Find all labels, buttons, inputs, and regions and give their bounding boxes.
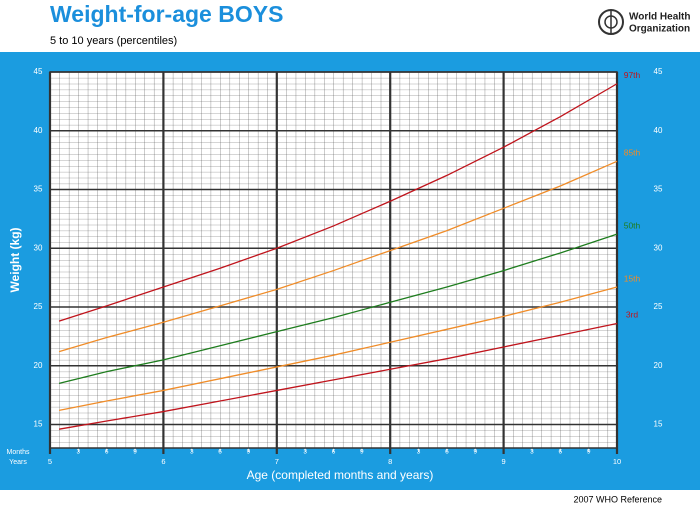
chart-title: Weight-for-age BOYS <box>50 1 283 27</box>
month-tick-label: 6 <box>218 449 222 456</box>
month-tick-label: 6 <box>445 449 449 456</box>
percentile-line <box>58 160 618 353</box>
month-tick-label: 6 <box>105 449 109 456</box>
percentile-line <box>58 233 618 385</box>
y-axis-title: Weight (kg) <box>8 227 22 292</box>
plot-border <box>49 71 618 449</box>
x-tick-label: 8 <box>388 457 392 466</box>
month-tick-label: 9 <box>587 449 591 456</box>
y-tick-label: 40 <box>34 126 43 135</box>
y-tick-label: 20 <box>34 361 43 370</box>
org-name: Organization <box>629 24 690 35</box>
month-tick-label: 3 <box>190 449 194 456</box>
y-tick-label: 20 <box>654 361 663 370</box>
month-tick-label: 9 <box>247 449 251 456</box>
chart-subtitle: 5 to 10 years (percentiles) <box>50 35 177 47</box>
y-tick-label: 45 <box>34 67 43 76</box>
x-tick-label: 9 <box>502 457 506 466</box>
y-tick-label: 45 <box>654 67 663 76</box>
month-tick-label: 9 <box>133 449 137 456</box>
x-axis-title: Age (completed months and years) <box>247 468 434 482</box>
percentile-line <box>58 83 618 322</box>
month-tick-label: 6 <box>558 449 562 456</box>
who-logo <box>598 9 624 35</box>
months-label: Months <box>7 449 30 456</box>
footnote: 2007 WHO Reference <box>573 494 662 504</box>
y-tick-label: 40 <box>654 126 663 135</box>
x-tick-label: 7 <box>275 457 279 466</box>
y-tick-label: 35 <box>654 185 663 194</box>
plot-area <box>50 72 617 448</box>
x-tick-label: 10 <box>613 457 621 466</box>
years-label: Years <box>9 459 27 466</box>
y-tick-label: 35 <box>34 185 43 194</box>
month-tick-label: 3 <box>417 449 421 456</box>
month-tick-label: 9 <box>473 449 477 456</box>
y-tick-label: 30 <box>34 243 43 252</box>
y-tick-label: 15 <box>654 420 663 429</box>
x-tick-label: 6 <box>161 457 165 466</box>
series-label: 3rd <box>626 310 639 320</box>
series-label: 97th <box>624 70 641 80</box>
percentile-line <box>58 322 618 430</box>
org-name: World Health <box>629 12 690 23</box>
x-tick-label: 5 <box>48 457 52 466</box>
y-tick-label: 25 <box>654 302 663 311</box>
series-label: 50th <box>624 220 641 230</box>
y-tick-label: 15 <box>34 420 43 429</box>
series-label: 85th <box>624 148 641 158</box>
series-label: 15th <box>624 273 641 283</box>
y-tick-label: 25 <box>34 302 43 311</box>
month-tick-label: 9 <box>360 449 364 456</box>
month-tick-label: 3 <box>77 449 81 456</box>
month-tick-label: 6 <box>332 449 336 456</box>
month-tick-label: 3 <box>530 449 534 456</box>
percentile-line <box>58 286 618 412</box>
month-tick-label: 3 <box>303 449 307 456</box>
y-tick-label: 30 <box>654 243 663 252</box>
